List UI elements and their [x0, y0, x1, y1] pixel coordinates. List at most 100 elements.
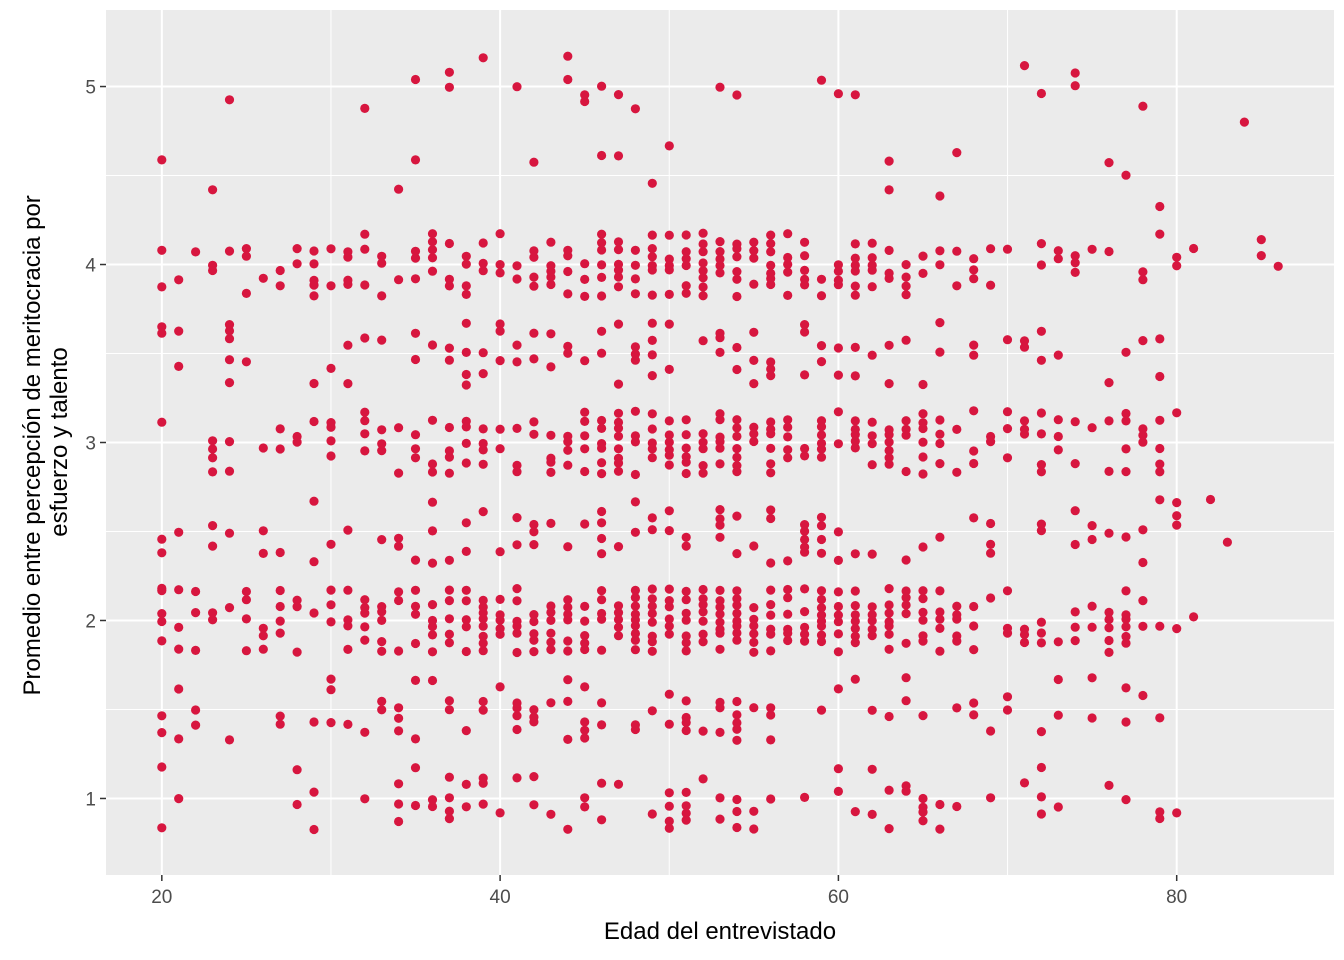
- data-point: [901, 593, 911, 603]
- data-point: [258, 631, 268, 641]
- data-point: [732, 415, 742, 425]
- data-point: [749, 379, 759, 389]
- data-point: [613, 408, 624, 418]
- data-point: [884, 245, 894, 255]
- data-point: [512, 584, 522, 594]
- data-point: [1121, 532, 1131, 542]
- data-point: [664, 584, 674, 594]
- data-point: [343, 644, 353, 655]
- data-point: [1002, 424, 1013, 434]
- data-point: [377, 535, 387, 545]
- data-point: [681, 725, 691, 736]
- data-point: [969, 265, 979, 275]
- data-point: [986, 793, 996, 803]
- data-point: [681, 808, 691, 818]
- data-point: [647, 438, 657, 448]
- data-point: [681, 586, 691, 597]
- data-point: [766, 247, 776, 257]
- data-point: [394, 468, 404, 478]
- data-point: [630, 609, 641, 619]
- y-tick-label: 1: [85, 789, 96, 810]
- data-point: [1087, 713, 1097, 723]
- data-point: [800, 237, 810, 247]
- data-point: [444, 772, 454, 782]
- data-point: [597, 586, 607, 596]
- data-point: [444, 638, 454, 648]
- data-point: [715, 432, 725, 442]
- data-point: [410, 585, 421, 595]
- data-point: [732, 423, 742, 433]
- data-point: [681, 696, 691, 706]
- data-point: [461, 318, 471, 328]
- data-point: [630, 720, 641, 730]
- data-point: [986, 244, 996, 254]
- data-point: [174, 361, 184, 371]
- data-point: [952, 703, 962, 713]
- data-point: [800, 265, 810, 275]
- data-point: [647, 584, 657, 594]
- data-point: [461, 646, 471, 657]
- data-point: [698, 273, 708, 283]
- data-point: [292, 244, 302, 254]
- data-point: [529, 712, 539, 722]
- data-point: [766, 735, 776, 745]
- data-point: [208, 436, 218, 446]
- data-point: [647, 318, 657, 328]
- data-point: [309, 557, 319, 567]
- data-point: [698, 247, 708, 257]
- data-point: [360, 407, 370, 417]
- data-point: [749, 279, 759, 289]
- data-point: [275, 719, 285, 729]
- data-point: [529, 527, 539, 537]
- data-point: [698, 468, 708, 478]
- data-point: [884, 156, 894, 166]
- data-point: [157, 534, 167, 544]
- data-point: [783, 229, 793, 239]
- data-point: [224, 735, 235, 745]
- data-point: [427, 415, 438, 425]
- data-point: [732, 635, 742, 645]
- data-point: [478, 266, 488, 276]
- data-point: [1019, 336, 1030, 346]
- data-point: [681, 430, 691, 440]
- data-point: [749, 637, 759, 648]
- data-point: [410, 430, 421, 440]
- data-point: [275, 585, 285, 596]
- data-point: [1002, 623, 1013, 633]
- data-point: [664, 596, 674, 606]
- data-point: [360, 333, 370, 343]
- data-point: [427, 229, 438, 239]
- data-point: [867, 282, 877, 292]
- data-point: [969, 254, 979, 264]
- data-point: [427, 526, 438, 536]
- data-point: [292, 799, 302, 810]
- data-point: [410, 638, 421, 649]
- data-point: [478, 646, 488, 656]
- data-point: [969, 406, 979, 416]
- data-point: [1138, 101, 1148, 111]
- data-point: [563, 348, 573, 358]
- data-point: [546, 261, 556, 271]
- data-point: [546, 601, 556, 611]
- data-point: [664, 141, 674, 151]
- data-point: [850, 443, 860, 453]
- data-point: [918, 542, 928, 552]
- data-point: [766, 239, 776, 249]
- data-point: [766, 417, 776, 427]
- data-point: [613, 319, 624, 329]
- data-point: [935, 799, 945, 810]
- data-point: [630, 260, 641, 270]
- data-point: [986, 548, 996, 558]
- data-point: [597, 549, 607, 559]
- data-point: [241, 586, 251, 597]
- data-point: [901, 466, 911, 477]
- data-point: [681, 230, 691, 240]
- data-point: [732, 710, 742, 720]
- data-point: [681, 608, 691, 618]
- data-point: [174, 275, 184, 285]
- data-point: [800, 534, 810, 545]
- data-point: [749, 246, 759, 256]
- data-point: [867, 705, 877, 715]
- data-point: [461, 458, 471, 468]
- data-point: [546, 809, 556, 819]
